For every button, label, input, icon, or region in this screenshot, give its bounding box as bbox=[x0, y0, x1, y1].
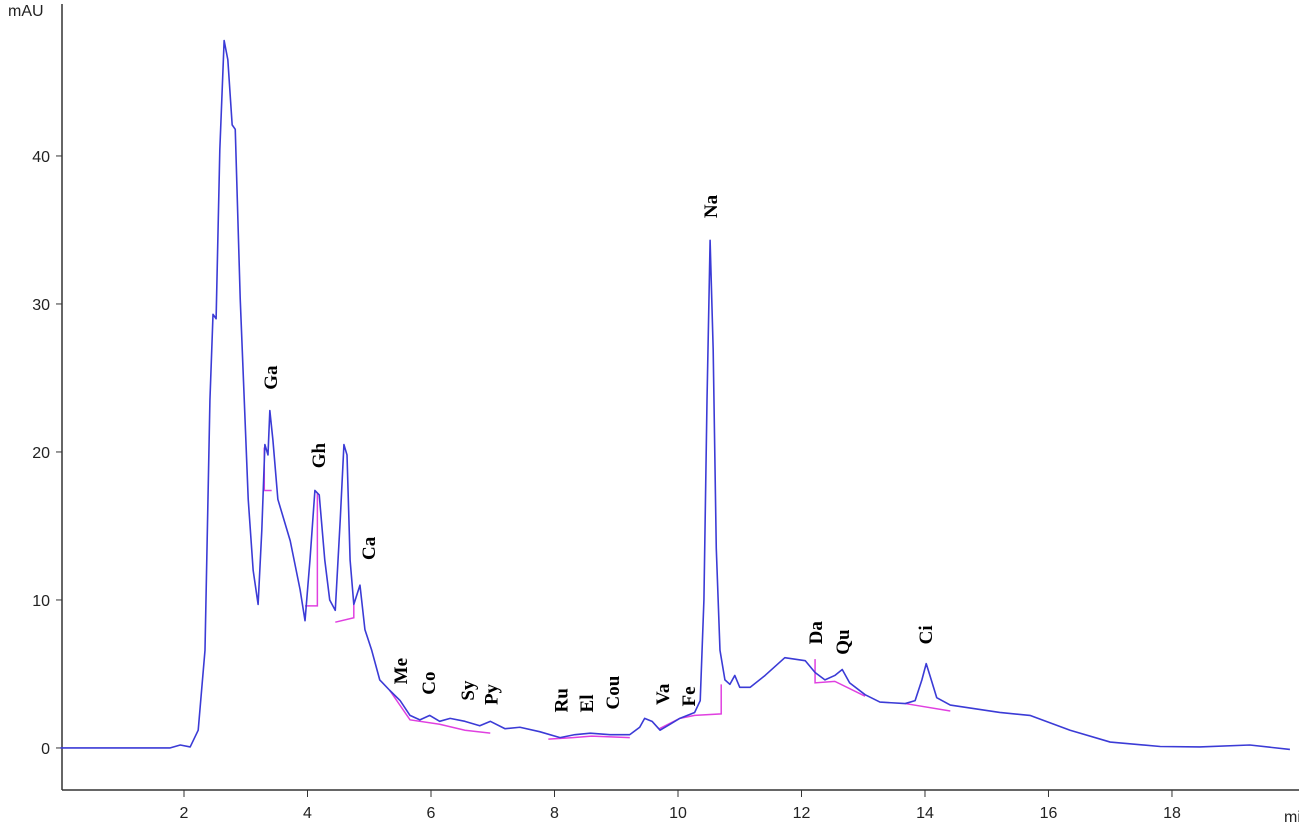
x-tick-label: 2 bbox=[180, 805, 189, 822]
x-tick-label: 8 bbox=[550, 805, 559, 822]
y-tick-label: 30 bbox=[32, 297, 50, 314]
peak-label: Sy bbox=[458, 680, 479, 701]
integration-baseline bbox=[389, 689, 491, 734]
y-tick-label: 0 bbox=[41, 741, 50, 758]
peak-label: Ci bbox=[916, 625, 937, 644]
peak-label: Ga bbox=[261, 365, 282, 390]
peak-label: Ru bbox=[552, 688, 573, 713]
y-tick-label: 40 bbox=[32, 149, 50, 166]
integration-baseline bbox=[305, 493, 319, 607]
peak-label: Gh bbox=[309, 442, 330, 468]
peak-label: El bbox=[577, 694, 598, 712]
x-tick-label: 6 bbox=[427, 805, 436, 822]
y-tick-label: 10 bbox=[32, 593, 50, 610]
peak-label: Na bbox=[701, 194, 722, 218]
x-tick-label: 18 bbox=[1163, 805, 1181, 822]
peak-label: Cou bbox=[603, 675, 624, 709]
x-tick-label: 10 bbox=[669, 805, 687, 822]
peak-label: Py bbox=[481, 683, 502, 705]
peak-label: Ca bbox=[359, 536, 380, 560]
x-tick-label: 14 bbox=[916, 805, 934, 822]
integration-baseline bbox=[335, 604, 355, 623]
x-tick-label: 4 bbox=[303, 805, 312, 822]
x-axis-label: min bbox=[1284, 809, 1299, 826]
y-tick-label: 20 bbox=[32, 445, 50, 462]
y-axis-label: mAU bbox=[8, 3, 44, 20]
peak-label: Qu bbox=[833, 629, 854, 655]
x-tick-label: 12 bbox=[793, 805, 811, 822]
peak-label: Va bbox=[653, 683, 674, 705]
integration-baseline bbox=[814, 659, 866, 697]
peak-label: Fe bbox=[679, 686, 700, 706]
peak-label: Me bbox=[391, 658, 412, 684]
peak-label: Co bbox=[419, 671, 440, 694]
integration-baseline bbox=[905, 702, 951, 712]
integration-baseline bbox=[548, 735, 630, 740]
x-tick-label: 16 bbox=[1040, 805, 1058, 822]
trace-line bbox=[60, 39, 1291, 751]
peak-label: Da bbox=[806, 621, 827, 645]
